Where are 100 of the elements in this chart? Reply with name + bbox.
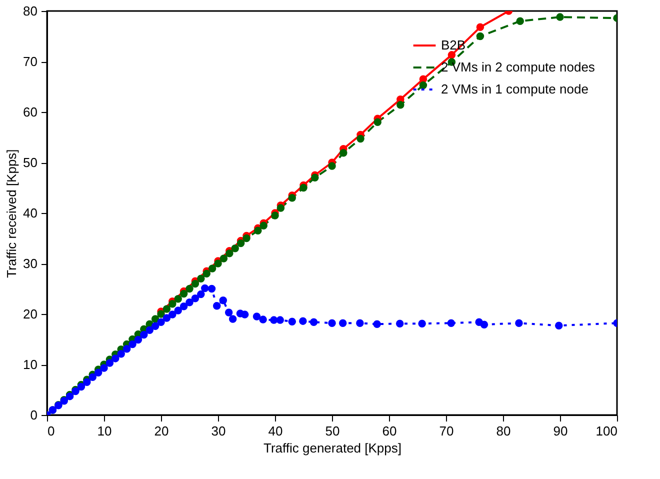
y-tick-label: 10: [23, 357, 38, 372]
point: [191, 280, 200, 288]
y-tick-label: 70: [23, 54, 38, 69]
point: [418, 320, 426, 328]
x-tick-label: 60: [382, 424, 397, 438]
point: [276, 204, 285, 212]
point: [128, 340, 136, 348]
point: [201, 284, 209, 292]
point: [197, 290, 205, 298]
point: [157, 318, 165, 326]
x-tick-label: 20: [154, 424, 169, 438]
point: [476, 23, 484, 32]
point: [162, 314, 171, 322]
point: [208, 264, 216, 272]
legend-label: 2 VMs in 2 compute nodes: [441, 60, 596, 74]
legend-label: 2 VMs in 1 compute node: [441, 82, 588, 96]
point: [134, 336, 142, 344]
point: [242, 234, 250, 242]
point: [396, 101, 404, 109]
point: [338, 319, 347, 327]
x-tick-label: 0: [48, 424, 55, 438]
point: [356, 134, 364, 143]
point: [240, 310, 249, 318]
y-tick-label: 0: [30, 408, 38, 422]
point: [310, 318, 318, 326]
point: [228, 315, 237, 323]
x-tick-label: 30: [211, 424, 226, 438]
point: [208, 284, 216, 293]
point: [106, 359, 114, 367]
point: [186, 284, 194, 293]
x-tick-label: 100: [596, 424, 618, 438]
point: [231, 244, 239, 252]
y-tick-label: 50: [23, 155, 38, 170]
y-axis-title: Traffic received [Kpps]: [4, 149, 20, 278]
point: [556, 13, 564, 21]
point: [288, 318, 296, 326]
point: [236, 239, 245, 248]
point: [396, 320, 404, 328]
point: [88, 373, 96, 381]
x-tick-label: 50: [325, 424, 340, 438]
x-tick-label: 90: [553, 424, 568, 438]
x-tick-label: 70: [439, 424, 454, 438]
x-tick-label: 40: [268, 424, 283, 438]
point: [300, 184, 308, 192]
point: [180, 290, 188, 298]
point: [271, 212, 279, 220]
point: [140, 330, 148, 339]
point: [299, 317, 307, 325]
x-axis-title: Traffic generated [Kpps]: [263, 440, 402, 456]
point: [100, 364, 108, 372]
point: [476, 32, 484, 40]
point: [197, 274, 205, 283]
point: [202, 270, 210, 278]
point: [146, 326, 154, 334]
point: [112, 354, 120, 362]
y-tick-label: 80: [23, 4, 38, 18]
point: [220, 254, 228, 262]
point: [480, 320, 488, 328]
point: [448, 51, 456, 59]
point: [180, 302, 188, 310]
point: [328, 162, 336, 170]
point: [157, 310, 165, 318]
x-tick-label: 80: [496, 424, 511, 438]
point: [260, 222, 268, 230]
point: [288, 194, 296, 202]
point: [162, 305, 171, 313]
point: [94, 368, 102, 376]
point: [186, 298, 194, 306]
point: [340, 149, 348, 157]
point: [252, 312, 261, 320]
point: [174, 294, 182, 303]
point: [276, 316, 284, 324]
y-tick-label: 40: [23, 206, 38, 220]
point: [191, 294, 200, 302]
point: [254, 226, 262, 235]
point: [83, 378, 91, 386]
point: [151, 322, 160, 330]
point: [516, 17, 524, 25]
point: [447, 319, 456, 327]
y-tick-label: 60: [23, 104, 38, 120]
point: [122, 344, 131, 353]
point: [356, 319, 364, 327]
point: [168, 300, 176, 308]
point: [373, 320, 381, 328]
point: [224, 308, 233, 316]
point: [419, 81, 428, 90]
point: [174, 306, 182, 314]
point: [374, 118, 382, 126]
point: [515, 319, 523, 327]
point: [117, 350, 125, 358]
y-tick-label: 30: [23, 256, 38, 271]
point: [212, 302, 221, 310]
point: [168, 310, 176, 318]
point: [219, 296, 228, 304]
point: [226, 250, 234, 258]
point: [554, 322, 563, 330]
point: [259, 316, 267, 324]
point: [311, 174, 319, 182]
x-tick-label: 10: [97, 424, 112, 438]
point: [328, 319, 336, 327]
